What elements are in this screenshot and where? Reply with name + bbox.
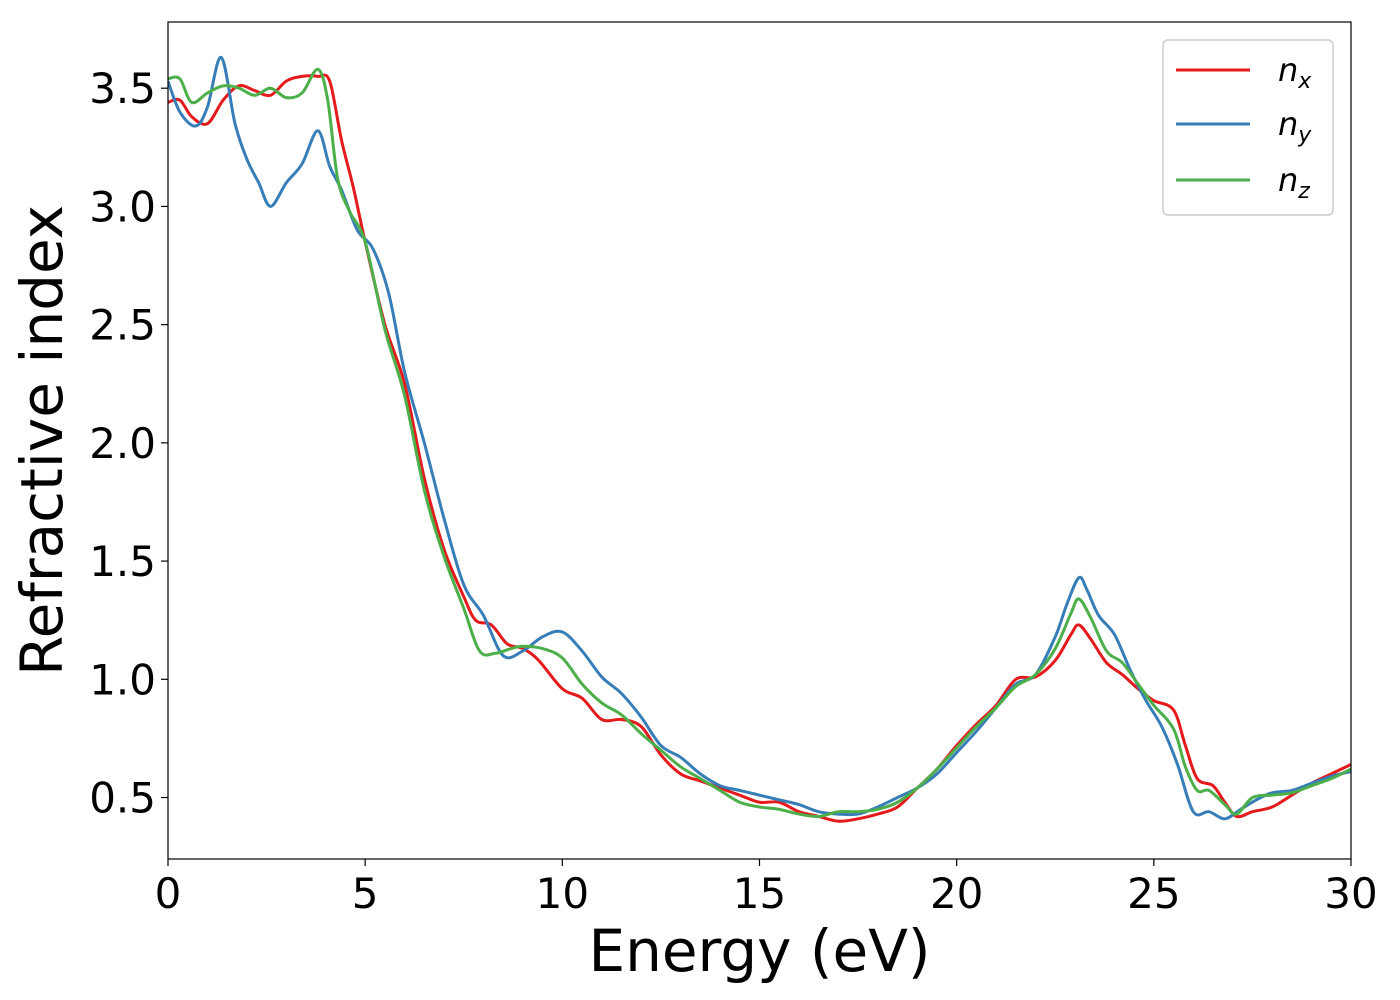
- series-layer: [168, 55, 1351, 823]
- x-tick-label: 25: [1127, 869, 1180, 918]
- y-tick-label: 2.0: [89, 419, 156, 468]
- legend-label-ny: ny: [1278, 105, 1312, 148]
- x-tick-label: 30: [1324, 869, 1377, 918]
- legend-label-nx: nx: [1278, 51, 1312, 94]
- y-axis-title: Refractive index: [8, 205, 76, 676]
- y-tick-label: 1.5: [89, 537, 156, 586]
- legend-box: [1162, 39, 1334, 216]
- legend-ny-base: n: [1278, 105, 1298, 143]
- x-tick-label: 15: [733, 869, 786, 918]
- x-tick-label: 0: [155, 869, 182, 918]
- legend-nz-subscript: z: [1297, 179, 1310, 204]
- y-tick-label: 3.5: [89, 64, 156, 113]
- series-line-nx: [168, 73, 1351, 823]
- x-axis-title: Energy (eV): [588, 917, 930, 985]
- series-line-nz: [168, 67, 1351, 818]
- legend-ny-subscript: y: [1297, 123, 1312, 148]
- x-tick-label: 5: [352, 869, 379, 918]
- y-tick-label: 1.0: [89, 655, 156, 704]
- legend: nx ny nz: [1162, 39, 1334, 216]
- x-axis: 0 5 10 15 20 25 30: [155, 859, 1378, 918]
- x-tick-label: 10: [536, 869, 589, 918]
- legend-nx-base: n: [1278, 51, 1298, 89]
- legend-label-nz: nz: [1278, 161, 1310, 204]
- y-tick-label: 0.5: [89, 774, 156, 823]
- x-tick-label: 20: [930, 869, 983, 918]
- legend-nz-base: n: [1278, 161, 1298, 199]
- y-tick-label: 3.0: [89, 182, 156, 231]
- series-line-ny: [168, 55, 1351, 821]
- y-axis: 0.5 1.0 1.5 2.0 2.5 3.0 3.5: [89, 64, 168, 823]
- legend-nx-subscript: x: [1297, 69, 1312, 94]
- y-tick-label: 2.5: [89, 301, 156, 350]
